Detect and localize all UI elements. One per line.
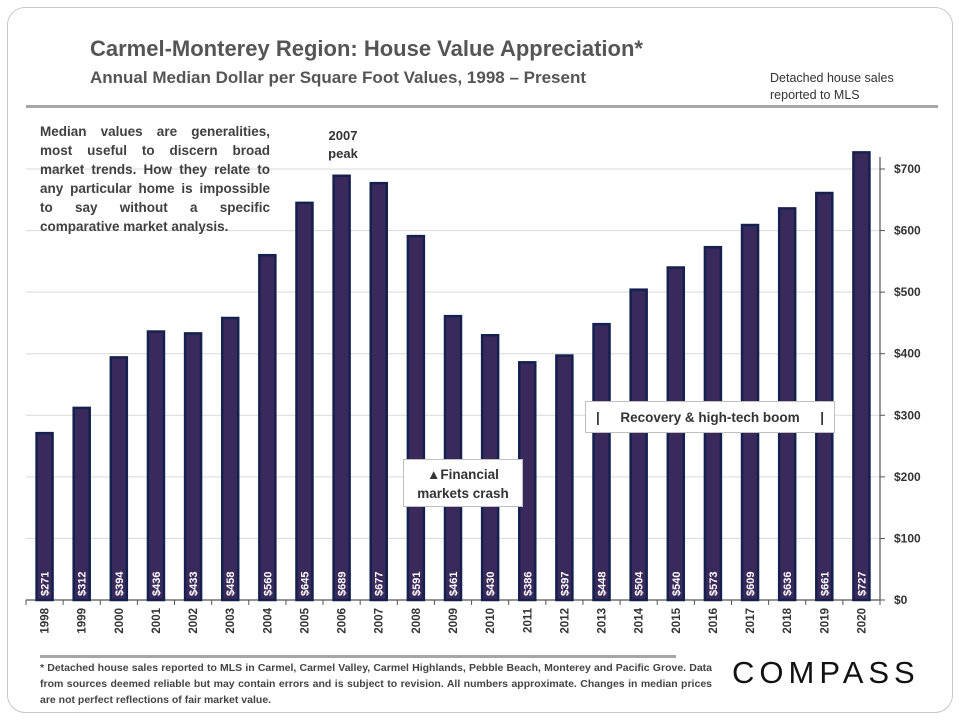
bar-value-label: $433 xyxy=(188,572,200,596)
y-tick-label: $100 xyxy=(894,531,921,545)
x-tick-label: 2004 xyxy=(262,607,274,633)
y-tick-label: $500 xyxy=(894,285,921,299)
bar-value-label: $394 xyxy=(114,571,126,596)
y-tick-label: $400 xyxy=(894,347,921,361)
bar-2013 xyxy=(592,322,611,602)
x-tick-label: 2017 xyxy=(745,608,757,634)
bar-2009 xyxy=(443,314,463,602)
bar-2020 xyxy=(852,151,871,602)
x-tick-label: 2011 xyxy=(522,607,534,633)
bar-value-label: $436 xyxy=(151,572,163,596)
bar-value-label: $573 xyxy=(708,572,720,596)
bar-value-label: $609 xyxy=(745,572,757,596)
y-tick-label: $200 xyxy=(894,470,921,484)
x-tick-label: 1998 xyxy=(40,607,52,633)
x-tick-label: 2013 xyxy=(597,608,609,634)
y-tick-label: $700 xyxy=(894,162,921,176)
compass-logo: COMPASS xyxy=(732,655,920,690)
bar-2019 xyxy=(815,191,834,602)
bar-2006 xyxy=(332,174,351,602)
x-tick-label: 2000 xyxy=(114,608,126,634)
bar-2014 xyxy=(629,288,648,602)
x-tick-label: 2016 xyxy=(708,608,720,634)
bar-value-label: $677 xyxy=(374,572,386,596)
chart-subtitle: Annual Median Dollar per Square Foot Val… xyxy=(90,68,586,87)
chart-title: Carmel-Monterey Region: House Value Appr… xyxy=(90,36,643,61)
bar-value-label: $645 xyxy=(299,572,311,596)
bar-2000 xyxy=(109,356,129,602)
bar-2001 xyxy=(146,330,166,602)
bar-value-label: $461 xyxy=(448,572,460,596)
x-tick-label: 2009 xyxy=(448,608,460,634)
bar-2012 xyxy=(555,354,574,602)
recovery-right-bar: | xyxy=(820,409,824,425)
x-tick-label: 1999 xyxy=(77,608,89,634)
bar-value-label: $727 xyxy=(856,572,868,596)
disclaimer-note: Median values are generalities, most use… xyxy=(40,124,270,234)
x-tick-label: 2015 xyxy=(671,607,683,633)
bar-2008 xyxy=(406,234,426,602)
bar-value-label: $540 xyxy=(671,572,683,596)
recovery-label: Recovery & high-tech boom xyxy=(620,409,800,425)
x-tick-label: 2001 xyxy=(151,607,163,633)
source-note: Detached house sales reported to MLS xyxy=(770,71,894,102)
bar-value-label: $271 xyxy=(40,572,52,596)
bar-2003 xyxy=(220,316,240,602)
bar-value-label: $312 xyxy=(77,572,89,596)
x-tick-label: 2018 xyxy=(782,607,794,633)
bar-2005 xyxy=(295,201,314,602)
bar-value-label: $591 xyxy=(411,572,423,596)
recovery-annotation: | Recovery & high-tech boom | xyxy=(585,401,835,433)
y-tick-label: $0 xyxy=(894,593,908,607)
bar-2015 xyxy=(666,266,686,602)
bottom-divider xyxy=(40,655,676,658)
bar-2007 xyxy=(369,181,388,602)
x-tick-label: 2014 xyxy=(634,607,646,633)
bar-value-label: $504 xyxy=(634,571,646,596)
bar-value-label: $560 xyxy=(262,572,274,596)
x-tick-label: 2010 xyxy=(485,608,497,634)
bar-value-label: $397 xyxy=(559,572,571,596)
footnote: * Detached house sales reported to MLS i… xyxy=(40,662,712,706)
recovery-left-bar: | xyxy=(596,409,600,425)
bar-value-label: $386 xyxy=(522,572,534,596)
y-tick-label: $600 xyxy=(894,224,921,238)
bar-value-label: $636 xyxy=(782,572,794,596)
bar-value-label: $448 xyxy=(597,572,609,596)
y-tick-label: $300 xyxy=(894,408,921,422)
x-tick-label: 2012 xyxy=(559,608,571,634)
bar-2004 xyxy=(258,253,277,602)
bar-value-label: $689 xyxy=(337,572,349,596)
x-tick-label: 2019 xyxy=(819,608,831,634)
x-tick-label: 2002 xyxy=(188,608,200,634)
bar-1998 xyxy=(35,431,54,602)
x-tick-label: 2006 xyxy=(337,608,349,634)
x-tick-label: 2008 xyxy=(411,607,423,633)
x-tick-label: 2020 xyxy=(856,608,868,634)
bar-2002 xyxy=(183,332,203,602)
x-tick-label: 2007 xyxy=(374,608,386,634)
bar-value-label: $458 xyxy=(225,572,237,596)
bar-value-label: $430 xyxy=(485,572,497,596)
bar-value-label: $661 xyxy=(819,572,831,596)
top-divider xyxy=(26,105,938,108)
x-tick-label: 2003 xyxy=(225,608,237,634)
peak-annotation: 2007 peak xyxy=(328,128,358,161)
x-tick-label: 2005 xyxy=(299,607,311,633)
bar-1999 xyxy=(72,406,91,602)
crash-annotation: ▲Financial markets crash xyxy=(403,459,523,507)
